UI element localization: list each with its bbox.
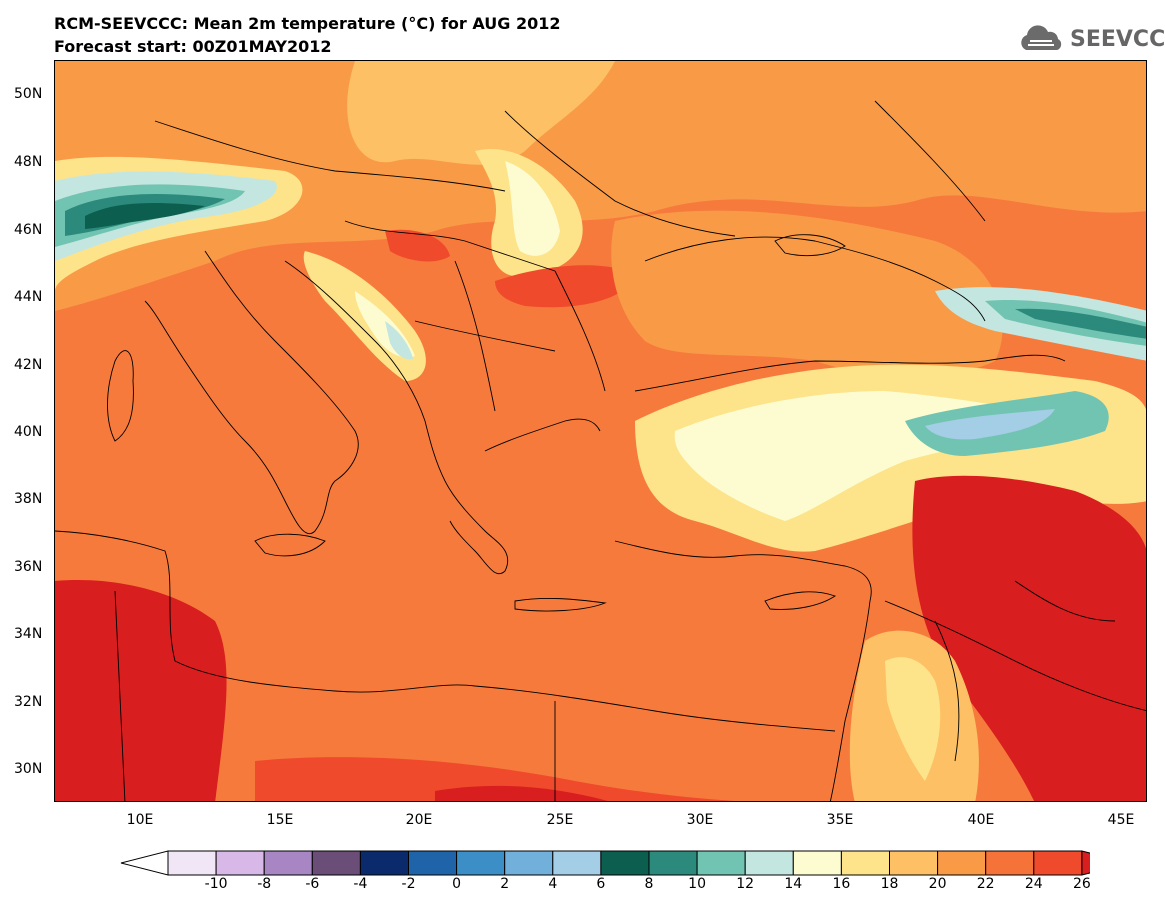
colorbar-left-cap <box>120 850 169 876</box>
lon-label: 25E <box>546 812 574 828</box>
colorbar-tick-label: 26 <box>1072 876 1091 892</box>
colorbar-tick-label: 2 <box>500 876 510 892</box>
colorbar-right-cap <box>1081 850 1090 876</box>
colorbar-tick-label: 10 <box>688 876 706 892</box>
colorbar-cell <box>552 850 602 876</box>
colorbar-tick-label: 12 <box>736 876 755 892</box>
colorbar-cell <box>311 850 361 876</box>
lat-label: 38N <box>14 491 43 507</box>
colorbar-cell <box>215 850 265 876</box>
colorbar-cell <box>696 850 746 876</box>
map-title: RCM-SEEVCCC: Mean 2m temperature (°C) fo… <box>54 12 560 58</box>
colorbar-cell <box>408 850 458 876</box>
colorbar-cell <box>456 850 506 876</box>
colorbar-tick-label: -8 <box>257 876 272 892</box>
colorbar-tick-label: -10 <box>204 876 228 892</box>
logo-text: SEEVCCC <box>1070 26 1165 52</box>
lat-label: 30N <box>14 761 43 777</box>
lon-label: 35E <box>826 812 854 828</box>
colorbar-tick-label: 24 <box>1024 876 1043 892</box>
lon-label: 10E <box>126 812 154 828</box>
colorbar-tick-label: 18 <box>880 876 899 892</box>
lat-label: 44N <box>14 289 43 305</box>
colorbar-tick-label: 14 <box>784 876 803 892</box>
lat-label: 46N <box>14 222 43 238</box>
colorbar-cell <box>744 850 794 876</box>
lat-label: 34N <box>14 626 43 642</box>
lat-label: 50N <box>14 86 43 102</box>
colorbar-cell <box>504 850 554 876</box>
colorbar-tick-label: 8 <box>644 876 654 892</box>
lat-label: 40N <box>14 424 43 440</box>
colorbar-tick-label: 6 <box>596 876 606 892</box>
colorbar-tick-label: 20 <box>928 876 947 892</box>
colorbar-cell <box>263 850 313 876</box>
lat-label: 32N <box>14 694 43 710</box>
colorbar-cell <box>167 850 217 876</box>
colorbar-cell <box>840 850 891 876</box>
colorbar-cell <box>985 850 1035 876</box>
colorbar-tick-label: 4 <box>548 876 558 892</box>
temperature-field <box>55 61 1146 801</box>
colorbar-tick-label: -6 <box>305 876 320 892</box>
colorbar-tick-label: 16 <box>832 876 851 892</box>
colorbar-tick-label: 0 <box>452 876 462 892</box>
colorbar-tick-label: 22 <box>976 876 995 892</box>
colorbar-tick-label: -2 <box>401 876 416 892</box>
colorbar-cell <box>889 850 939 876</box>
colorbar-cell <box>648 850 698 876</box>
colorbar-tick-label: -4 <box>353 876 368 892</box>
seevccc-logo: SEEVCCC <box>1018 22 1165 56</box>
lon-label: 30E <box>686 812 714 828</box>
lat-label: 42N <box>14 357 43 373</box>
lon-label: 45E <box>1107 812 1135 828</box>
colorbar-cell <box>600 850 650 876</box>
colorbar-cell <box>937 850 987 876</box>
lat-label: 48N <box>14 154 43 170</box>
title-line-2: Forecast start: 00Z01MAY2012 <box>54 37 332 56</box>
title-line-1: RCM-SEEVCCC: Mean 2m temperature (°C) fo… <box>54 14 561 33</box>
colorbar-cell <box>359 850 409 876</box>
coastlines-and-borders <box>55 100 1146 801</box>
colorbar-cell <box>1033 850 1083 876</box>
temperature-map <box>54 60 1147 802</box>
lon-label: 15E <box>266 812 294 828</box>
colorbar-cell <box>792 850 842 876</box>
cloud-logo-icon <box>1021 25 1062 50</box>
lon-label: 20E <box>405 812 433 828</box>
colorbar <box>120 850 1090 876</box>
lon-label: 40E <box>967 812 995 828</box>
lat-label: 36N <box>14 559 43 575</box>
